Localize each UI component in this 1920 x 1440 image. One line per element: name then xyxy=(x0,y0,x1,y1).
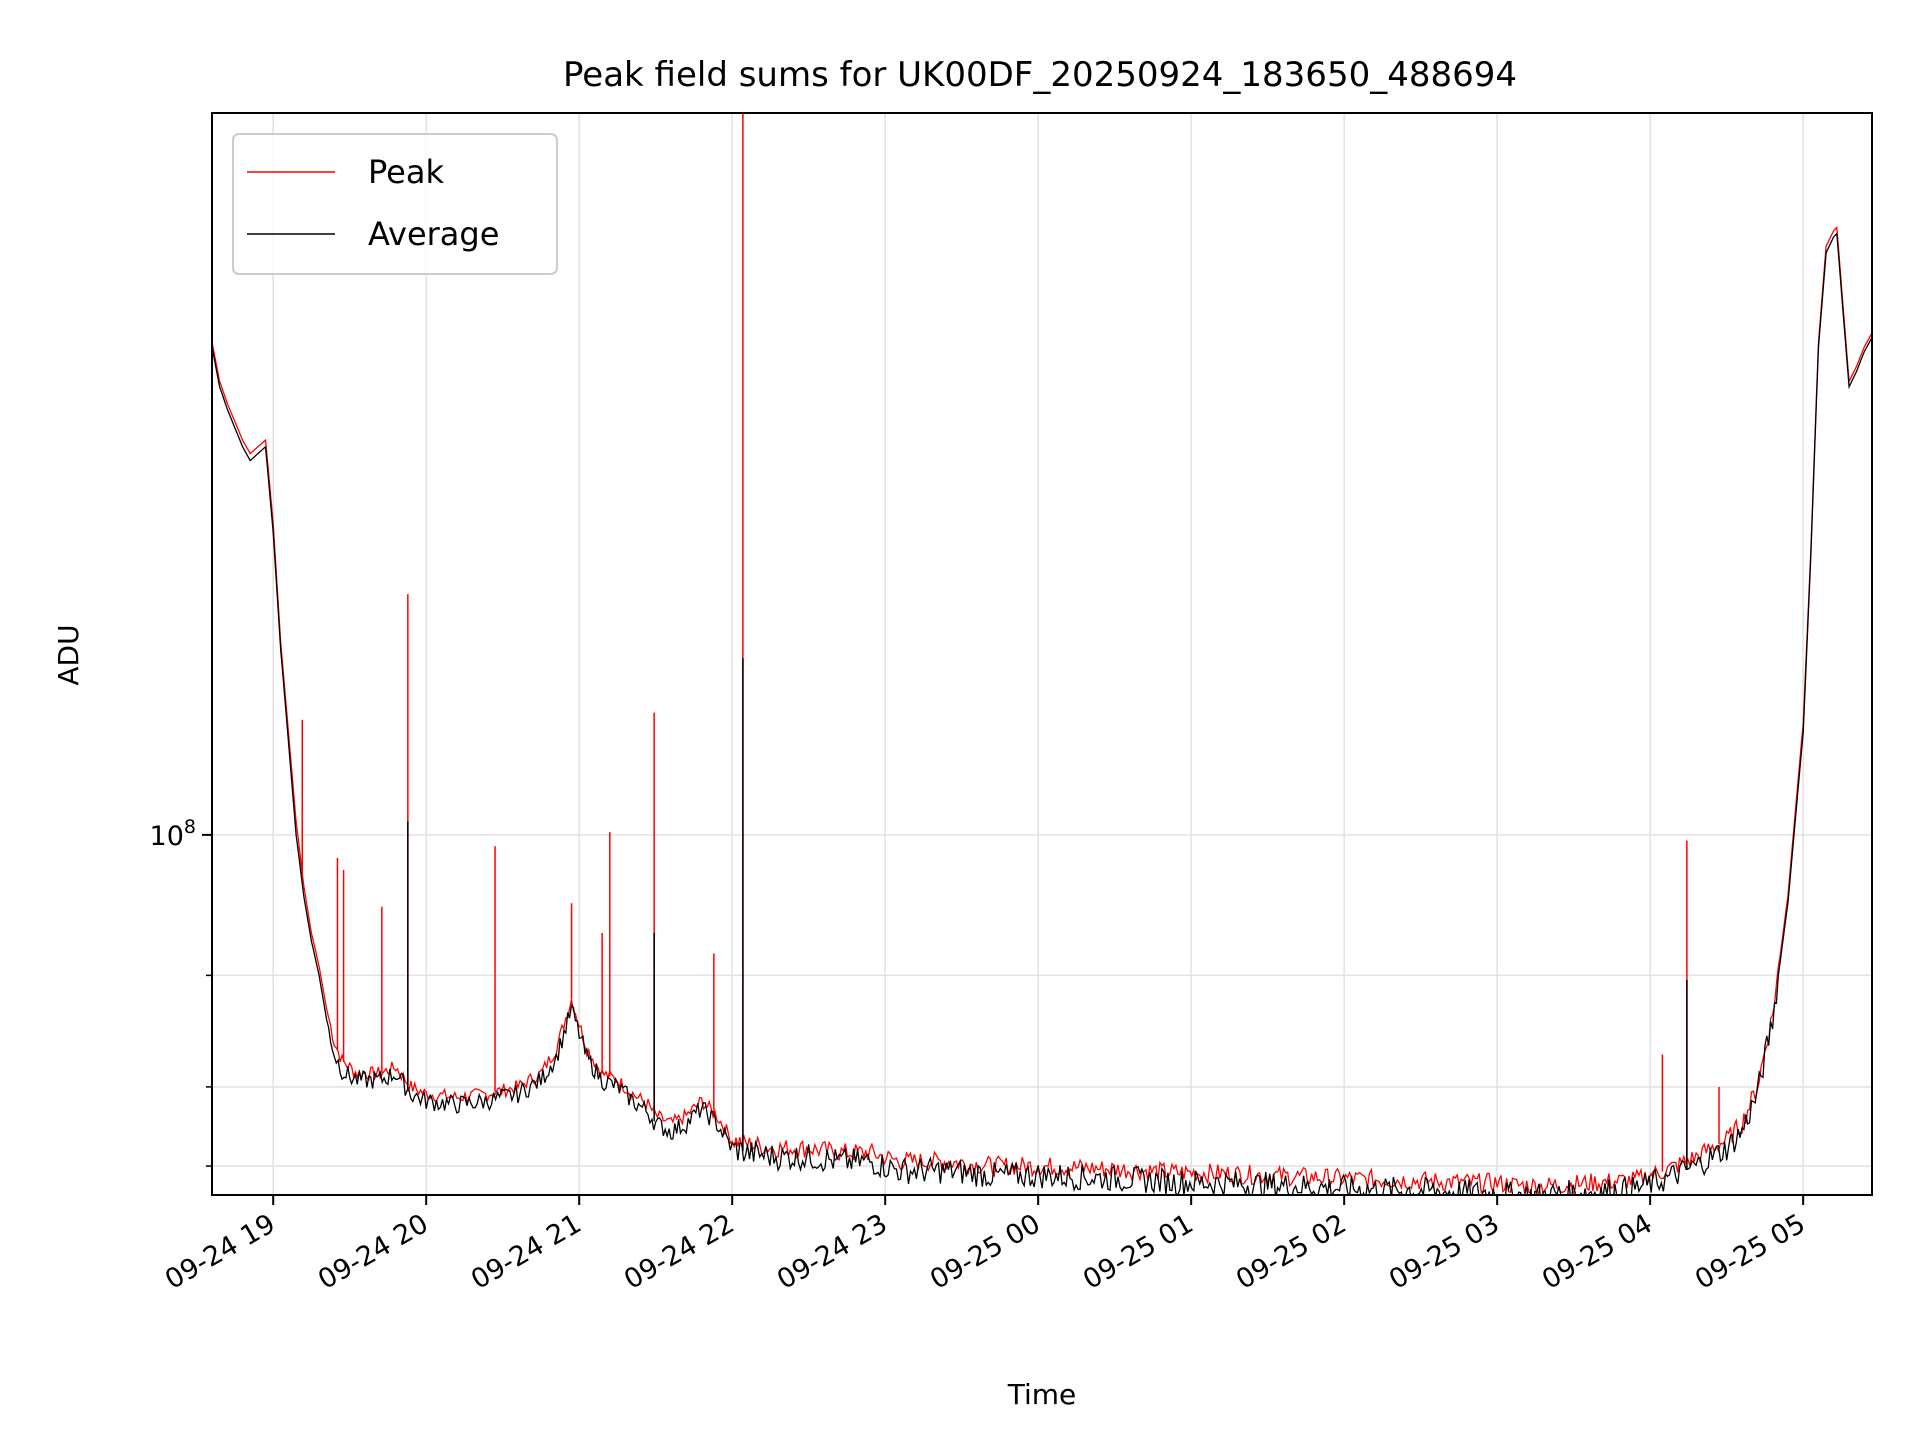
y-axis-label: ADU xyxy=(52,624,85,685)
legend-box xyxy=(232,133,558,275)
series-line-average xyxy=(212,232,1872,1195)
grid-layer xyxy=(212,113,1872,1195)
y-tick-label: 108 xyxy=(150,816,196,852)
x-tick-label: 09-24 22 xyxy=(619,1208,740,1296)
plot-frame xyxy=(211,112,1873,1196)
x-tick-label: 09-24 20 xyxy=(313,1208,434,1296)
x-axis-label: Time xyxy=(1007,1378,1077,1411)
y-axis: 108 xyxy=(150,816,212,1167)
x-tick-label: 09-24 23 xyxy=(772,1208,893,1296)
x-tick-label: 09-25 05 xyxy=(1690,1208,1811,1296)
x-axis: 09-24 19 09-24 20 09-24 21 09-24 22 09-24 23… xyxy=(160,1195,1811,1296)
legend: Peak Average xyxy=(232,133,558,275)
series-layer xyxy=(212,113,1872,1195)
legend-label-average: Average xyxy=(368,215,499,253)
x-tick-label: 09-24 19 xyxy=(160,1208,281,1296)
x-tick-label: 09-25 04 xyxy=(1537,1208,1658,1296)
x-tick-label: 09-25 00 xyxy=(925,1208,1046,1296)
x-tick-label: 09-25 02 xyxy=(1231,1208,1352,1296)
x-tick-label: 09-25 01 xyxy=(1078,1208,1199,1296)
x-tick-label: 09-25 03 xyxy=(1384,1208,1505,1296)
legend-label-peak: Peak xyxy=(368,153,444,191)
x-tick-label: 09-24 21 xyxy=(466,1208,587,1296)
series-line-peak xyxy=(212,226,1872,1195)
chart-title: Peak field sums for UK00DF_20250924_1836… xyxy=(563,55,1517,95)
